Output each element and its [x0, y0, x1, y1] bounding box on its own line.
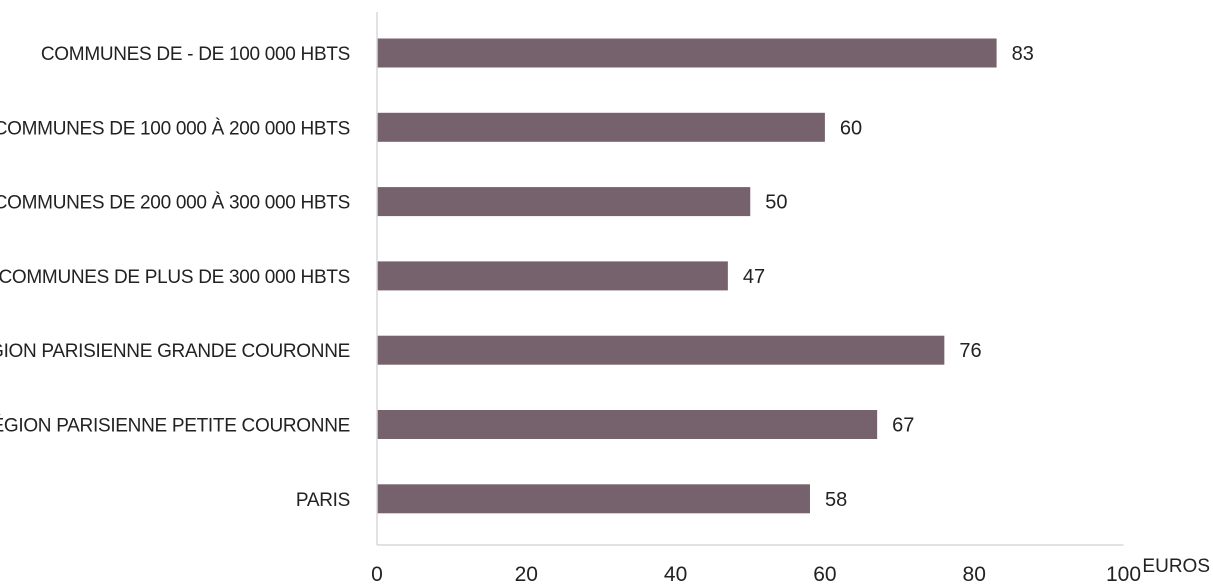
- value-labels: 83 60 50 47 76 67 58: [743, 43, 1034, 511]
- value-label: 60: [840, 117, 862, 139]
- category-label: COMMUNES DE - DE 100 000 HBTS: [41, 44, 350, 65]
- bar: [377, 187, 751, 217]
- x-tick-label: 80: [963, 563, 986, 586]
- value-label: 67: [892, 415, 914, 437]
- value-label: 76: [959, 340, 981, 362]
- x-tick-label: 100: [1106, 563, 1141, 586]
- category-label: PARIS: [296, 490, 350, 511]
- value-label: 83: [1012, 43, 1034, 65]
- x-tick-label: 0: [371, 563, 383, 586]
- bar: [377, 484, 810, 514]
- bar: [377, 38, 997, 68]
- bar: [377, 335, 945, 365]
- x-tick-labels: 0 20 40 60 80 100: [371, 563, 1141, 586]
- value-label: 58: [825, 489, 847, 511]
- x-tick-label: 20: [515, 563, 538, 586]
- x-tick-label: 60: [813, 563, 836, 586]
- x-tick-label: 40: [664, 563, 687, 586]
- category-label: RÉGION PARISIENNE PETITE COURONNE: [0, 416, 350, 437]
- bars: [377, 38, 997, 514]
- category-label: COMMUNES DE PLUS DE 300 000 HBTS: [0, 267, 350, 288]
- category-label: COMMUNES DE 100 000 À 200 000 HBTS: [0, 118, 350, 139]
- bar: [377, 261, 728, 291]
- bar: [377, 112, 825, 142]
- category-label: COMMUNES DE 200 000 À 300 000 HBTS: [0, 193, 350, 214]
- bar: [377, 410, 878, 439]
- value-label: 50: [765, 192, 787, 214]
- category-label: RÉGION PARISIENNE GRANDE COURONNE: [0, 341, 350, 362]
- category-labels: COMMUNES DE - DE 100 000 HBTS COMMUNES DE…: [0, 44, 350, 511]
- value-label: 47: [743, 266, 765, 288]
- x-axis-title: EUROS: [1142, 556, 1210, 577]
